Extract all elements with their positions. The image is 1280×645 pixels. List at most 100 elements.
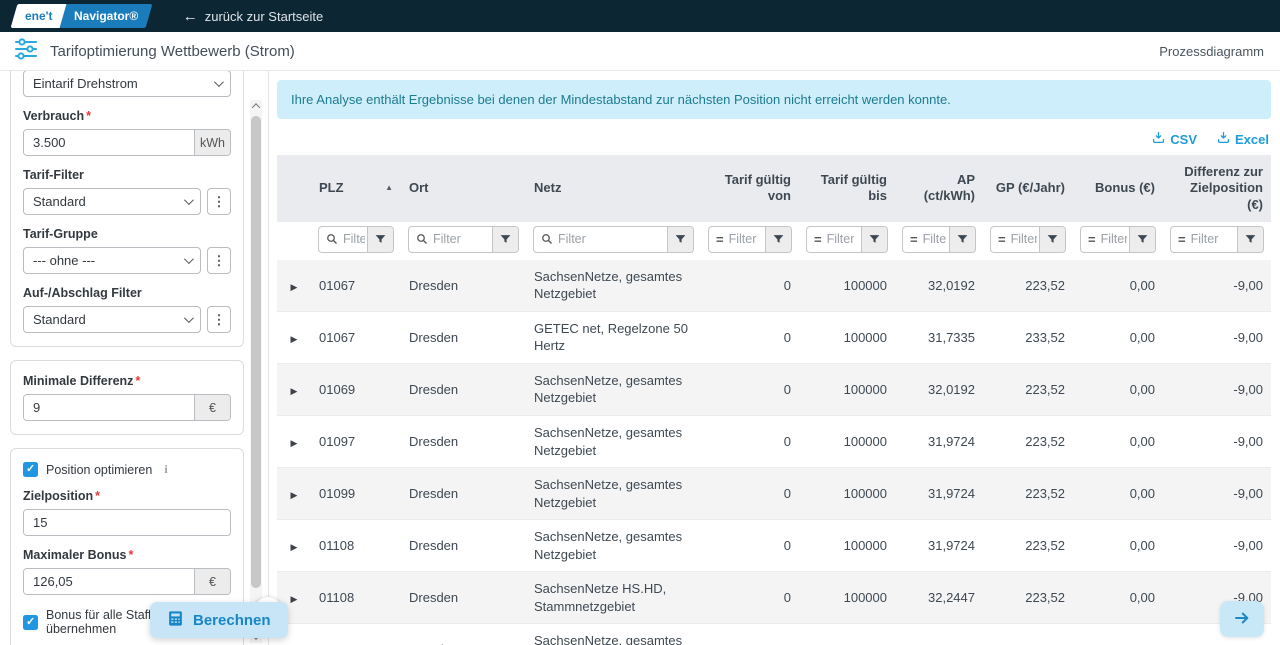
expander-cell: ▶ [277,467,311,521]
column-header-gueltig-von[interactable]: Tarif gültig von [701,155,799,222]
tarif-gruppe-menu-button[interactable]: ⋮ [207,247,231,274]
filter-funnel-button[interactable] [949,226,975,252]
minimale-differenz-input[interactable] [24,395,194,420]
export-excel-link[interactable]: Excel [1217,131,1269,147]
column-header-netz[interactable]: Netz [526,155,701,222]
scroll-up-icon[interactable] [250,100,262,112]
cell-gueltig_bis: 100000 [799,467,895,521]
prozessdiagramm-link[interactable]: Prozessdiagramm [1159,43,1264,59]
tarif-filter-value: Standard [33,194,86,209]
column-header-bonus[interactable]: Bonus (€) [1073,155,1163,222]
logo-product-badge: Navigator® [59,4,153,28]
export-csv-link[interactable]: CSV [1152,131,1197,147]
expand-row-icon[interactable]: ▶ [290,333,298,344]
cell-plz: 01067 [311,259,401,312]
expand-row-icon[interactable]: ▶ [290,281,298,292]
cell-bonus: 0,00 [1073,259,1163,312]
filter-funnel-button[interactable] [492,226,518,252]
download-icon [1217,131,1230,147]
cell-gueltig_von: 0 [701,415,799,469]
cell-ap: 31,9724 [895,415,983,469]
filter-gp-input[interactable] [1008,232,1039,247]
column-header-differenz[interactable]: Differenz zur Zielposition (€) [1163,155,1271,222]
back-to-start-link[interactable]: ← zurück zur Startseite [183,9,324,24]
table-row: ▶ 01108 Dresden SachsenNetze, gesamtes Netz… [277,519,1271,573]
filter-funnel-button[interactable] [367,226,393,252]
top-bar: ene't Navigator® ← zurück zur Startseite [0,0,1280,32]
filter-differenz-input[interactable] [1188,232,1237,247]
cell-bonus: 0,00 [1073,571,1163,625]
page-title: Tarifoptimierung Wettbewerb (Strom) [50,42,295,60]
cell-ort: Dresden [401,415,526,469]
maximaler-bonus-label: Maximaler Bonus * [23,548,134,562]
column-header-gueltig-bis[interactable]: Tarif gültig bis [799,155,895,222]
cell-ap: 32,4402 [895,623,983,645]
expand-row-icon[interactable]: ▶ [290,385,298,396]
filter-ort [408,225,519,253]
filter-funnel-button[interactable] [765,226,791,252]
filter-ap-input[interactable] [920,232,949,247]
cell-ap: 31,9724 [895,519,983,573]
filter-gueltig-von-input[interactable] [726,232,765,247]
filter-gueltig-von: = [708,225,792,253]
expand-row-icon[interactable]: ▶ [290,489,298,500]
table-body: ▶ 01067 Dresden SachsenNetze, gesamtes Netz… [277,259,1271,645]
expander-cell: ▶ [277,571,311,625]
expand-row-icon[interactable]: ▶ [290,594,298,605]
column-header-ap[interactable]: AP (ct/kWh) [895,155,983,222]
minimale-differenz-inputgroup: € [23,394,231,421]
filter-bonus-input[interactable] [1098,232,1129,247]
filter-funnel-button[interactable] [861,226,887,252]
filter-funnel-button[interactable] [1129,226,1155,252]
tariff-type-select[interactable]: Eintarif Drehstrom [23,71,231,97]
cell-differenz: -9,00 [1163,467,1271,521]
cell-plz: 01097 [311,415,401,469]
sliders-icon [14,37,38,65]
content-area: Eintarif Drehstrom Verbrauch* kWh Tarif-… [0,71,1280,645]
filter-netz-input[interactable] [556,232,667,247]
cell-gueltig_von: 0 [701,519,799,573]
cell-ap: 31,7335 [895,311,983,364]
berechnen-button[interactable]: Berechnen [150,602,288,638]
table-row: ▶ 01108 Dresden SachsenNetze HS.HD, Stammne… [277,571,1271,625]
chevron-down-icon [183,195,194,206]
filter-ort-input[interactable] [431,232,492,247]
cell-gp: 223,52 [983,467,1073,521]
bonus-staffeln-checkbox-row[interactable]: Bonus für alle Staffeln übernehmen [23,608,231,636]
zielposition-input[interactable] [24,510,230,535]
auf-abschlag-select[interactable]: Standard [23,306,201,333]
cell-bonus: 0,00 [1073,467,1163,521]
chevron-down-icon [213,77,224,88]
app-logo[interactable]: ene't Navigator® [10,4,153,28]
tarif-filter-menu-button[interactable]: ⋮ [207,188,231,215]
tarif-filter-select[interactable]: Standard [23,188,201,215]
verbrauch-input[interactable] [24,130,194,155]
expand-row-icon[interactable]: ▶ [290,541,298,552]
logo-brand-badge: ene't [10,4,67,28]
maximaler-bonus-input[interactable] [24,569,194,594]
cell-netz: GETEC net, Regelzone 50 Hertz [526,311,701,364]
tarif-gruppe-select[interactable]: --- ohne --- [23,247,201,274]
cell-netz: SachsenNetze, gesamtes Netzgebiet [526,363,701,417]
expand-row-icon[interactable]: ▶ [290,437,298,448]
filter-funnel-button[interactable] [667,226,693,252]
expander-cell: ▶ [277,311,311,364]
scrollbar-thumb[interactable] [251,116,261,588]
filter-funnel-button[interactable] [1237,226,1263,252]
info-icon[interactable]: i [164,462,168,476]
auf-abschlag-menu-button[interactable]: ⋮ [207,306,231,333]
position-optimieren-checkbox-row[interactable]: Position optimieren i [23,462,231,477]
position-optimieren-checkbox[interactable] [23,462,38,477]
column-header-plz[interactable]: PLZ ▲ [311,155,401,222]
expander-cell: ▶ [277,259,311,312]
column-header-ort[interactable]: Ort [401,155,526,222]
column-header-gp[interactable]: GP (€/Jahr) [983,155,1073,222]
sidebar-scrollbar[interactable] [250,100,262,643]
equals-icon: = [814,231,822,247]
filter-funnel-button[interactable] [1039,226,1065,252]
filter-plz-input[interactable] [341,232,367,247]
calculator-icon [167,610,184,631]
bonus-staffeln-checkbox[interactable] [23,614,38,630]
next-step-button[interactable] [1220,601,1264,637]
filter-gueltig-bis-input[interactable] [824,232,861,247]
